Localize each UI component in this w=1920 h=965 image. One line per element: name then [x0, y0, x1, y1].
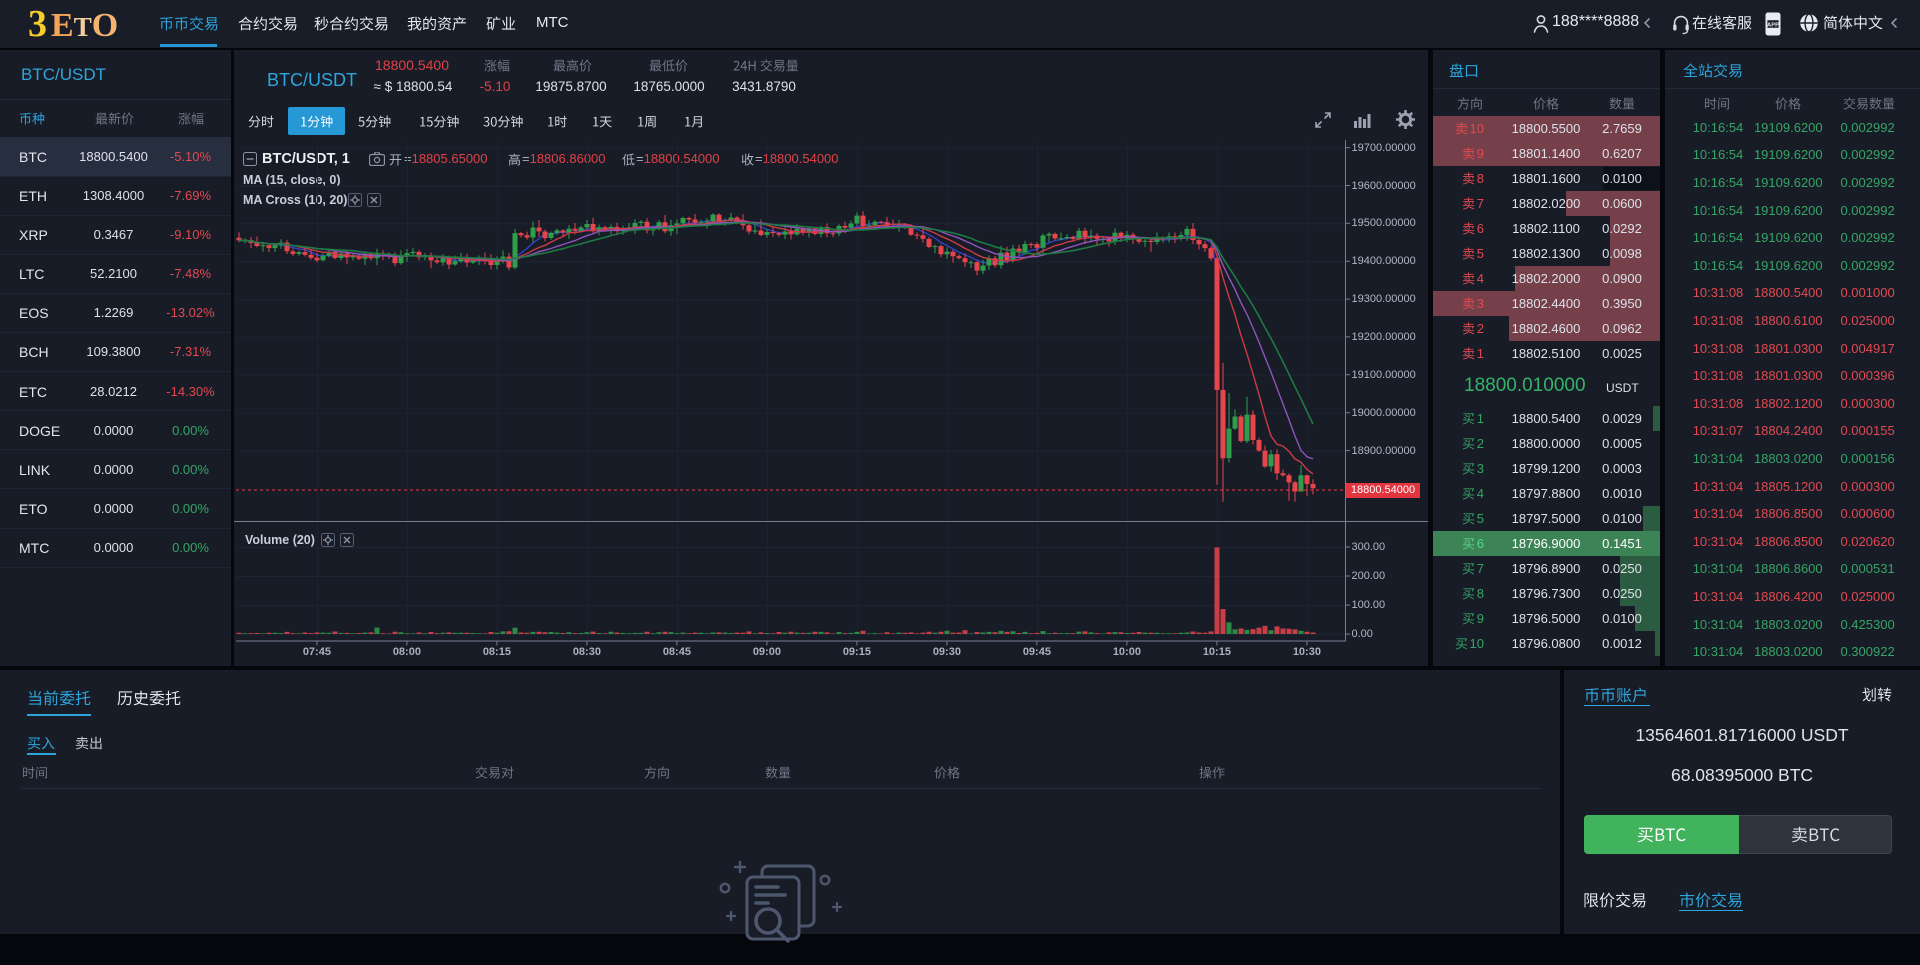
svg-text:APP: APP [1767, 22, 1779, 28]
